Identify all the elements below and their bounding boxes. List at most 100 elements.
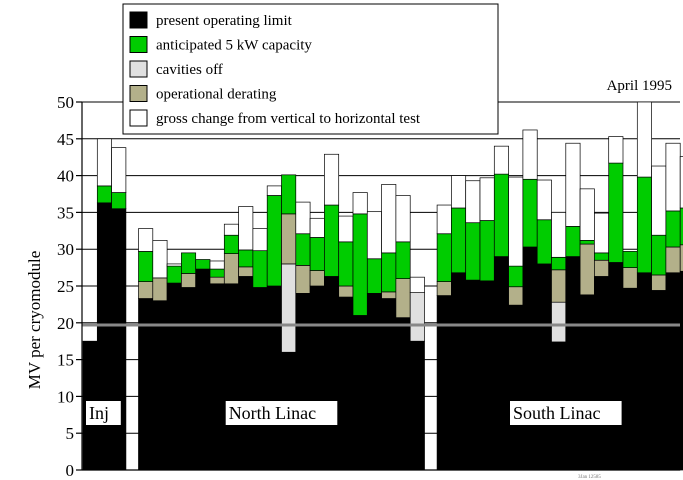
legend-swatch-derating	[129, 85, 148, 102]
bar-1-7-anticipated	[238, 249, 254, 268]
legend-box	[122, 3, 499, 135]
bar-0-1-anticipated	[96, 185, 112, 204]
bar-0-1-gross	[96, 138, 112, 187]
bar-2-7-anticipated	[536, 219, 552, 265]
bar-1-14-anticipated	[338, 241, 354, 287]
legend-label-derating: operational derating	[156, 87, 277, 103]
bar-2-8-derating	[551, 269, 567, 303]
legend-label-gross: gross change from vertical to horizontal…	[156, 111, 421, 127]
y-tick-label-6: 30	[57, 240, 74, 259]
bar-1-17-anticipated	[381, 252, 397, 293]
bar-2-3-anticipated	[479, 220, 495, 282]
region-label-bg-2	[510, 401, 622, 425]
bar-2-5-gross	[508, 176, 524, 267]
bar-1-10-anticipated	[281, 174, 297, 215]
bar-2-5-anticipated	[508, 265, 524, 288]
bar-2-1-present	[451, 272, 467, 471]
bar-2-6-gross	[522, 129, 538, 180]
bar-1-12-present	[309, 285, 325, 471]
bar-1-11-present	[295, 293, 311, 471]
y-tick-label-3: 15	[57, 351, 74, 370]
bar-2-1-gross	[451, 175, 467, 209]
bar-2-1-anticipated	[451, 207, 467, 274]
bar-2-17-gross	[679, 156, 683, 209]
y-tick-label-7: 35	[57, 203, 74, 222]
bar-2-10-anticipated	[579, 240, 595, 245]
bar-0-2-gross	[111, 147, 127, 193]
bar-2-11-present	[594, 276, 610, 471]
bar-2-5-present	[508, 304, 524, 471]
bar-2-13-anticipated	[622, 251, 638, 268]
bar-2-14-present	[636, 272, 652, 471]
bar-2-0-present	[436, 295, 452, 471]
bar-1-13-gross	[324, 153, 340, 206]
bar-2-9-anticipated	[565, 226, 581, 257]
legend: present operating limit anticipated 5 kW …	[122, 3, 499, 135]
bar-1-3-anticipated	[181, 252, 197, 274]
region-labels: Inj North Linac South Linac	[86, 401, 622, 425]
bar-0-1-present	[96, 202, 112, 471]
region-label-bg-0	[86, 401, 121, 425]
legend-label-anticipated: anticipated 5 kW capacity	[156, 38, 312, 54]
bar-1-7-gross	[238, 206, 254, 251]
bar-1-10-derating	[281, 213, 297, 265]
bar-1-10-cavities	[281, 263, 297, 353]
bar-2-2-present	[465, 279, 481, 471]
y-tick-label-0: 0	[66, 461, 75, 480]
legend-label-cavities: cavities off	[156, 62, 223, 78]
bar-1-3-present	[181, 287, 197, 471]
bar-2-6-anticipated	[522, 178, 538, 248]
bar-1-0-derating	[138, 281, 154, 299]
bar-1-7-derating	[238, 266, 254, 277]
y-tick-label-9: 45	[57, 130, 74, 149]
bar-2-3-present	[479, 280, 495, 471]
bar-1-16-anticipated	[366, 258, 382, 294]
region-label-2: South Linac	[513, 403, 601, 423]
bar-1-16-present	[366, 293, 382, 471]
y-tick-label-10: 50	[57, 93, 74, 112]
y-axis-title: MV per cryomodule	[25, 251, 44, 390]
bar-2-16-present	[665, 272, 681, 471]
region-label-bg-1	[225, 401, 338, 425]
bar-2-7-present	[536, 263, 552, 471]
bar-1-16-gross	[366, 211, 382, 260]
bar-1-17-gross	[381, 184, 397, 254]
bar-2-8-cavities	[551, 301, 567, 343]
bar-2-12-anticipated	[608, 162, 624, 263]
y-tick-label-5: 25	[57, 277, 74, 296]
bar-1-8-present	[252, 287, 268, 471]
bar-2-10-derating	[579, 243, 595, 296]
bar-2-0-gross	[436, 204, 452, 235]
bar-2-8-anticipated	[551, 256, 567, 271]
bar-2-10-gross	[579, 188, 595, 241]
bar-2-15-derating	[651, 274, 667, 291]
bar-1-6-present	[223, 283, 239, 471]
bar-1-15-anticipated	[352, 213, 368, 316]
bar-1-8-anticipated	[252, 250, 268, 288]
bar-2-15-present	[651, 290, 667, 471]
bar-1-18-derating	[395, 278, 411, 319]
bar-1-14-present	[338, 296, 354, 471]
bar-2-11-anticipated	[594, 252, 610, 261]
bar-2-9-present	[565, 256, 581, 471]
bar-1-5-present	[209, 283, 225, 471]
y-axis: 0 5 10 15 20 25 30 35 40 45 50	[57, 93, 680, 480]
bar-2-11-derating	[594, 259, 610, 277]
region-label-1: North Linac	[229, 403, 316, 423]
bar-1-12-gross	[309, 217, 325, 238]
bar-2-15-gross	[651, 165, 667, 236]
bar-1-1-gross	[152, 240, 168, 279]
bar-2-5-derating	[508, 286, 524, 306]
bar-1-6-derating	[223, 253, 239, 285]
bar-2-17-anticipated	[679, 207, 683, 246]
bar-2-11-gross	[594, 212, 610, 254]
bar-2-15-anticipated	[651, 234, 667, 276]
bar-1-1-derating	[152, 277, 168, 302]
bar-1-18-present	[395, 317, 411, 471]
y-tick-label-8: 40	[57, 167, 74, 186]
bar-2-16-gross	[665, 142, 681, 212]
bar-1-0-anticipated	[138, 251, 154, 282]
bar-1-5-derating	[209, 276, 225, 285]
bar-1-7-present	[238, 276, 254, 471]
bar-1-11-anticipated	[295, 233, 311, 266]
